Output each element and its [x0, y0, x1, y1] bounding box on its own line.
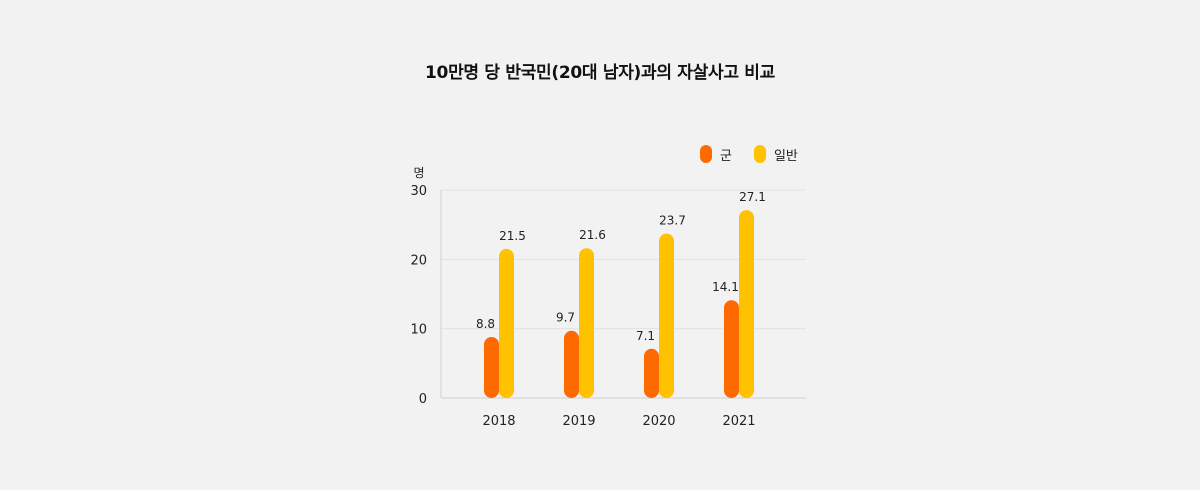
y-tick-label-0: 0 [419, 392, 427, 407]
x-tick-label-2020: 2020 [642, 414, 675, 429]
bar-general-2021 [739, 210, 754, 398]
bar-general-2020 [659, 233, 674, 398]
bar-general-2018 [499, 248, 514, 398]
bar-military-2021 [724, 300, 739, 398]
data-label-general-2021: 27.1 [739, 190, 766, 204]
y-axis-unit-label: 명 [413, 166, 424, 180]
data-label-military-2018: 8.8 [476, 317, 495, 331]
bar-military-2019 [564, 330, 579, 398]
data-label-general-2020: 23.7 [659, 214, 686, 228]
data-label-military-2019: 9.7 [556, 311, 575, 325]
data-label-military-2021: 14.1 [712, 280, 739, 294]
legend-swatch-military [700, 145, 712, 163]
bar-military-2020 [644, 348, 659, 398]
y-tick-label-20: 20 [410, 253, 427, 268]
chart-title: 10만명 당 반국민(20대 남자)과의 자살사고 비교 [425, 63, 775, 83]
bar-military-2018 [484, 336, 499, 398]
chart-legend: 군 일반 [700, 144, 820, 164]
legend-label-general: 일반 [773, 148, 798, 164]
legend-label-military: 군 [720, 148, 732, 164]
data-label-general-2019: 21.6 [579, 228, 606, 242]
x-tick-label-2018: 2018 [482, 414, 515, 429]
legend-item-general: 일반 [753, 145, 798, 164]
data-label-general-2018: 21.5 [499, 229, 526, 243]
x-tick-label-2019: 2019 [562, 414, 595, 429]
y-tick-label-30: 30 [410, 184, 427, 199]
legend-swatch-general [753, 145, 766, 163]
bar-general-2019 [579, 248, 594, 398]
x-tick-label-2021: 2021 [722, 414, 755, 429]
y-tick-label-10: 10 [410, 323, 427, 338]
data-label-military-2020: 7.1 [636, 329, 655, 343]
legend-item-military: 군 [700, 145, 732, 164]
